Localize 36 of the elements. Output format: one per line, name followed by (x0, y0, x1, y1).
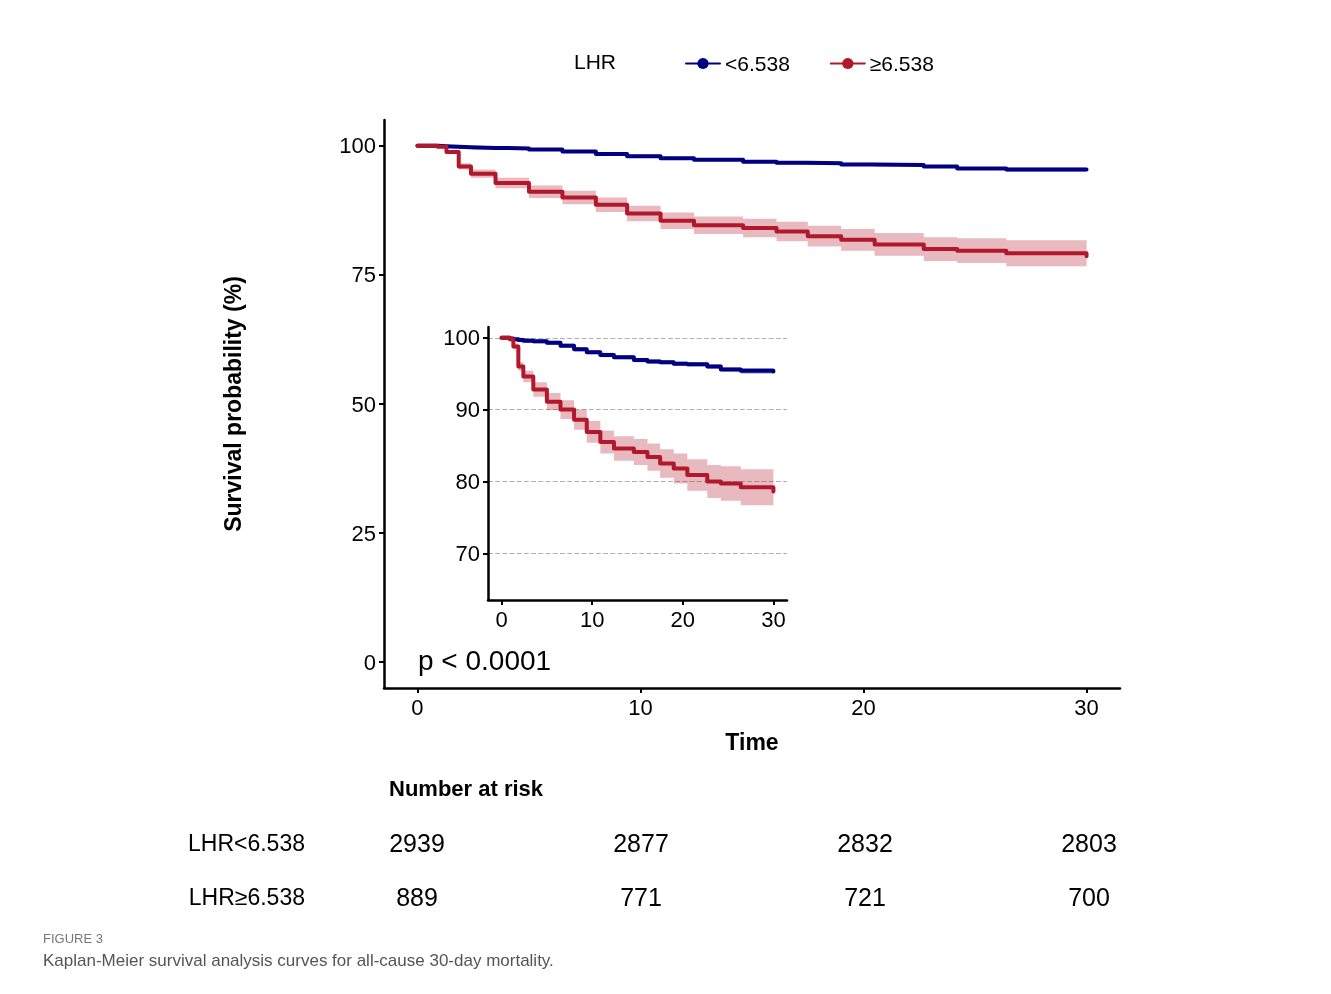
y-tick-label: 75 (351, 262, 376, 288)
data-label: 2803 (1061, 829, 1117, 857)
annotation: p < 0.0001 (418, 644, 552, 676)
data-label: 2877 (613, 829, 669, 857)
y-tick-label: 70 (455, 540, 480, 566)
y-tick-label: 0 (363, 649, 376, 675)
x-tick-label: 0 (411, 694, 424, 720)
data-label: 721 (844, 883, 886, 911)
data-label: 889 (396, 883, 438, 911)
caption: FIGURE 3 (43, 931, 103, 946)
x-axis-title: Time (725, 728, 779, 755)
x-tick-label: 10 (579, 606, 605, 632)
chart-title: Number at risk (389, 775, 544, 801)
data-label: 700 (1068, 883, 1110, 911)
y-tick-label: LHR≥6.538 (188, 884, 305, 910)
data-label: 771 (620, 883, 662, 911)
legend-title: LHR (574, 50, 617, 73)
data-label: 2832 (837, 829, 893, 857)
y-axis-title: Survival probability (%) (219, 276, 246, 532)
y-tick-label: 100 (339, 133, 376, 159)
legend-label: ≥6.538 (869, 52, 934, 75)
x-tick-label: 0 (495, 606, 508, 632)
y-tick-label: 25 (351, 520, 376, 546)
y-tick-label: 50 (351, 391, 376, 417)
text: Kaplan-Meier survival analysis curves for all-cause 30-day mortality. (43, 951, 554, 970)
x-tick-label: 20 (851, 694, 876, 720)
x-tick-label: 30 (1074, 694, 1099, 720)
x-tick-label: 10 (628, 694, 653, 720)
x-tick-label: 20 (670, 606, 696, 632)
x-tick-label: 30 (761, 606, 786, 632)
legend-label: <6.538 (725, 52, 790, 75)
data-label: 2939 (389, 829, 445, 857)
y-tick-label: LHR<6.538 (188, 830, 305, 856)
y-tick-label: 90 (455, 397, 480, 423)
y-tick-label: 100 (443, 325, 480, 351)
y-tick-label: 80 (455, 468, 480, 494)
